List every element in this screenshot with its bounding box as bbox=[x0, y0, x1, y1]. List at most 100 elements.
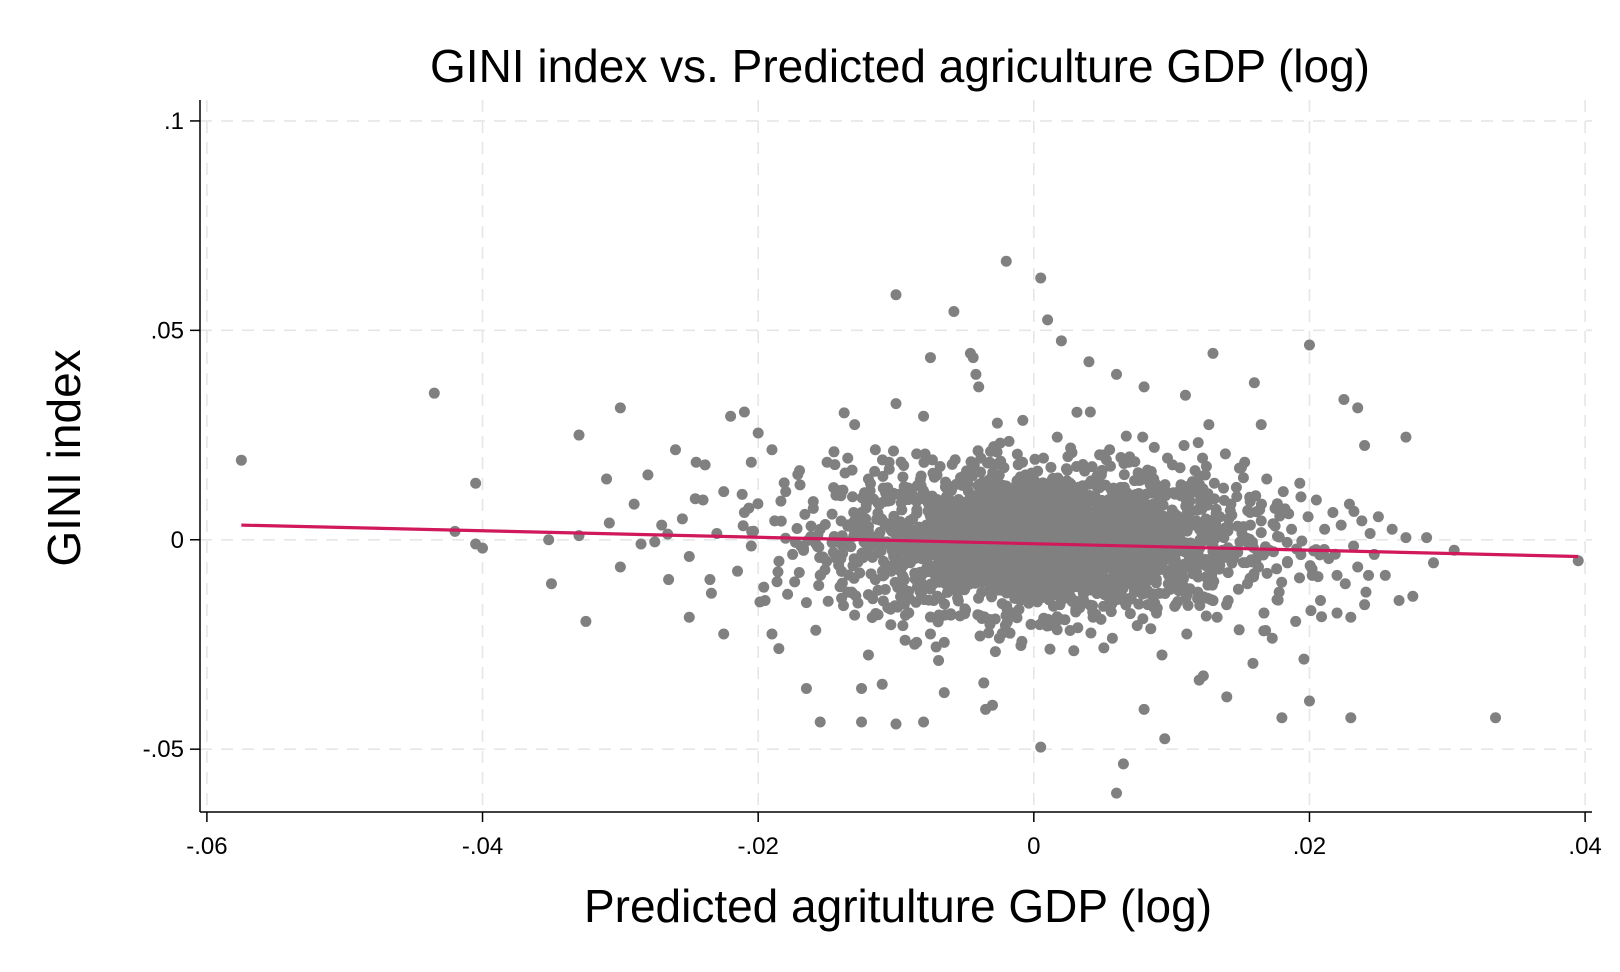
data-point bbox=[1252, 550, 1264, 562]
data-point bbox=[1269, 520, 1281, 532]
data-point bbox=[1199, 469, 1211, 481]
data-point bbox=[1051, 431, 1063, 443]
data-point bbox=[737, 520, 749, 532]
data-point bbox=[829, 459, 841, 471]
data-point bbox=[1131, 554, 1143, 566]
data-point bbox=[996, 598, 1008, 610]
data-point bbox=[428, 387, 440, 399]
data-point bbox=[869, 465, 881, 477]
data-point bbox=[1277, 486, 1289, 498]
data-point bbox=[1159, 479, 1171, 491]
data-point bbox=[1181, 628, 1193, 640]
data-point bbox=[1255, 527, 1267, 539]
data-point bbox=[948, 306, 960, 318]
data-point bbox=[792, 468, 804, 480]
data-point bbox=[1065, 442, 1077, 454]
data-point bbox=[754, 596, 766, 608]
data-point bbox=[827, 546, 839, 558]
data-point bbox=[1106, 632, 1118, 644]
data-point bbox=[1174, 523, 1186, 535]
data-point bbox=[988, 486, 1000, 498]
data-point bbox=[791, 523, 803, 535]
data-point bbox=[1204, 515, 1216, 527]
data-point bbox=[1314, 594, 1326, 606]
data-point bbox=[1281, 555, 1293, 567]
data-point bbox=[1032, 465, 1044, 477]
data-point bbox=[1095, 468, 1107, 480]
data-point bbox=[835, 515, 847, 527]
data-point bbox=[676, 513, 688, 525]
data-point bbox=[1172, 567, 1184, 579]
data-point bbox=[968, 458, 980, 470]
data-point bbox=[944, 480, 956, 492]
data-point bbox=[1050, 589, 1062, 601]
data-point bbox=[1029, 453, 1041, 465]
data-point bbox=[1129, 456, 1141, 468]
data-point bbox=[980, 703, 992, 715]
data-point bbox=[758, 581, 770, 593]
data-point bbox=[1055, 335, 1067, 347]
data-point bbox=[842, 452, 854, 464]
data-point bbox=[1008, 583, 1020, 595]
data-point bbox=[656, 519, 668, 531]
data-point bbox=[1226, 509, 1238, 521]
y-ticks: -.05 0 .05 .1 bbox=[143, 108, 200, 763]
data-point bbox=[1305, 605, 1317, 617]
data-point bbox=[1047, 516, 1059, 528]
data-point bbox=[872, 609, 884, 621]
data-point bbox=[869, 444, 881, 456]
data-point bbox=[1364, 527, 1376, 539]
data-point bbox=[1145, 512, 1157, 524]
data-point bbox=[1137, 613, 1149, 625]
data-point bbox=[1303, 339, 1315, 351]
data-point bbox=[775, 515, 787, 527]
data-point bbox=[1348, 505, 1360, 517]
data-point bbox=[1068, 575, 1080, 587]
data-point bbox=[973, 566, 985, 578]
data-point bbox=[1352, 561, 1364, 573]
data-point bbox=[1042, 314, 1054, 326]
data-point bbox=[773, 643, 785, 655]
data-point bbox=[990, 476, 1002, 488]
data-point bbox=[1246, 536, 1258, 548]
data-point bbox=[1298, 653, 1310, 665]
data-point bbox=[1108, 561, 1120, 573]
data-point bbox=[1051, 611, 1063, 623]
data-point bbox=[876, 454, 888, 466]
data-point bbox=[1314, 549, 1326, 561]
data-point bbox=[1133, 533, 1145, 545]
data-point bbox=[934, 592, 946, 604]
data-point bbox=[1126, 564, 1138, 576]
data-point bbox=[856, 716, 868, 728]
data-point bbox=[927, 565, 939, 577]
data-point bbox=[1172, 596, 1184, 608]
data-point bbox=[1084, 406, 1096, 418]
data-point bbox=[1086, 546, 1098, 558]
data-point bbox=[1421, 532, 1433, 544]
data-point bbox=[828, 446, 840, 458]
data-point bbox=[1360, 586, 1372, 598]
data-point bbox=[1386, 523, 1398, 535]
data-point bbox=[1139, 468, 1151, 480]
data-point bbox=[837, 540, 849, 552]
data-point bbox=[1035, 272, 1047, 284]
data-point bbox=[983, 627, 995, 639]
data-point bbox=[947, 566, 959, 578]
data-point bbox=[1013, 603, 1025, 615]
data-point bbox=[862, 589, 874, 601]
data-point bbox=[1190, 566, 1202, 578]
data-point bbox=[1053, 559, 1065, 571]
data-point bbox=[603, 517, 615, 529]
data-point bbox=[1219, 551, 1231, 563]
data-point bbox=[1085, 627, 1097, 639]
data-point bbox=[866, 551, 878, 563]
data-point bbox=[946, 458, 958, 470]
data-point bbox=[766, 628, 778, 640]
data-point bbox=[911, 448, 923, 460]
data-point bbox=[1231, 491, 1243, 503]
data-point bbox=[746, 525, 758, 537]
data-point bbox=[718, 628, 730, 640]
data-point bbox=[930, 641, 942, 653]
data-point bbox=[1217, 525, 1229, 537]
data-point bbox=[877, 570, 889, 582]
